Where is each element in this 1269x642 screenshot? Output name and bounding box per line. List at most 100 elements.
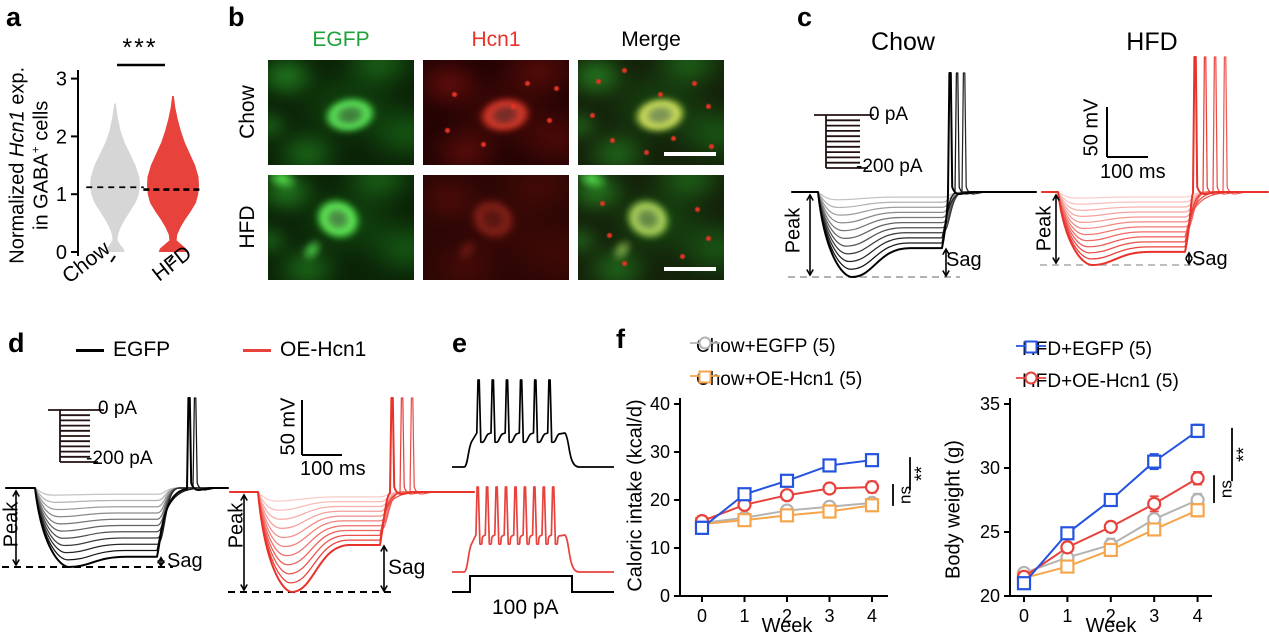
x-tick-label: 0 [1019, 606, 1029, 626]
column-label-hcn1: Hcn1 [471, 28, 521, 51]
significance-label: ns [1216, 480, 1235, 498]
data-point-square [694, 520, 710, 535]
red-puncta [510, 104, 516, 110]
data-point-circle [822, 481, 837, 496]
membrane-trace [5, 487, 229, 532]
membrane-trace [791, 191, 1037, 209]
ylabel-sup: + [28, 146, 43, 154]
legend-marker-chow-egfp [690, 336, 720, 350]
y-tick-label: 40 [650, 394, 670, 414]
data-point-circle [1190, 471, 1205, 486]
body-weight-x-label: Week [1085, 615, 1137, 637]
membrane-trace [229, 491, 475, 502]
ylabel-text2: exp. [6, 66, 29, 111]
x-tick-label: 4 [867, 606, 877, 626]
micrograph-chow-merge [578, 60, 724, 165]
y-tick-label: 20 [980, 586, 1000, 606]
legend-marker-chow-oehcn1 [690, 370, 720, 384]
row-label-chow: Chow [235, 85, 259, 139]
legend-circle [1024, 371, 1038, 385]
inset-minus200pa-label: -200 pA [856, 156, 923, 177]
x-tick [110, 255, 116, 263]
red-puncta [444, 128, 450, 134]
significance-label: ns [895, 486, 914, 504]
membrane-trace [229, 491, 475, 511]
panel-e-label: e [452, 328, 468, 358]
data-point-square [1190, 503, 1205, 518]
membrane-trace [791, 191, 1037, 216]
sag-label-egfp: Sag [167, 550, 203, 572]
x-tick-label: 4 [1193, 606, 1203, 626]
x-tick-label: 2 [782, 606, 792, 626]
body-weight-chart: 20 25 30 35 0 1 2 3 4 ns ** [980, 394, 1255, 626]
arrowhead [806, 193, 814, 201]
data-point-square [864, 453, 880, 468]
arrowhead [1052, 257, 1060, 265]
scale-bar [664, 152, 716, 156]
membrane-trace [1041, 191, 1269, 230]
membrane-trace [229, 491, 475, 557]
membrane-trace [1041, 56, 1269, 254]
x-tick-label: 2 [1106, 606, 1116, 626]
spike-train-plot [452, 379, 614, 593]
legend-marker-hfd-egfp [1016, 340, 1046, 354]
y-tick-label: 3 [56, 69, 67, 91]
current-pulse [452, 575, 614, 593]
legend-item-hfd-egfp: HFD+EGFP (5) [1016, 339, 1152, 361]
red-puncta [610, 137, 616, 143]
legend-item-chow-egfp: Chow+EGFP (5) [690, 336, 836, 358]
data-point-circle [779, 488, 795, 503]
arrowhead [240, 584, 248, 592]
data-point-square [1103, 542, 1118, 558]
trace-plot-oehcn1 [228, 397, 475, 593]
violin-hfd [147, 95, 199, 253]
data-point-square [822, 504, 837, 519]
sag-label-chow: Sag [946, 249, 982, 271]
scalebar-100ms-label: 100 ms [1100, 161, 1166, 183]
x-tick-label: 0 [697, 606, 707, 626]
red-puncta [547, 117, 553, 123]
micrograph-hfd-egfp [268, 175, 414, 280]
arrowhead [806, 269, 814, 277]
legend-square [698, 370, 712, 384]
violin-plot: 0 1 2 3 [56, 63, 203, 264]
y-tick-label: 0 [56, 242, 67, 264]
row-label-hfd: HFD [235, 205, 259, 249]
trace-plot-chow [788, 72, 1037, 278]
red-puncta [671, 135, 677, 141]
scale-bar [664, 267, 716, 271]
micrograph-hfd-merge [578, 175, 724, 280]
inset-minus200pa-label-d: -200 pA [86, 448, 153, 469]
membrane-trace [229, 491, 475, 548]
y-tick-label: 20 [650, 490, 670, 510]
data-point-square [1147, 454, 1162, 469]
legend-label-egfp: EGFP [113, 338, 171, 361]
data-line [1023, 499, 1199, 574]
arrowhead [1185, 258, 1193, 266]
significance-stars: *** [122, 34, 158, 62]
arrowhead [1052, 193, 1060, 201]
membrane-trace [5, 397, 229, 561]
membrane-trace [791, 191, 1037, 255]
caloric-intake-chart: 0 10 20 30 40 0 1 2 3 4 ns ** [650, 394, 933, 626]
panel-c-title-chow: Chow [871, 28, 935, 56]
membrane-trace [229, 491, 475, 520]
x-tick-label: 1 [1062, 606, 1072, 626]
legend-label: Chow+EGFP (5) [696, 336, 836, 357]
significance-label: ** [1234, 447, 1255, 462]
arrowhead [157, 560, 165, 568]
pulse-label: 100 pA [492, 596, 559, 619]
red-puncta [599, 201, 605, 207]
column-label-egfp: EGFP [312, 28, 370, 51]
membrane-trace [1041, 56, 1269, 266]
red-puncta [621, 261, 627, 267]
data-point-square [737, 487, 752, 502]
x-tick-label: 1 [739, 606, 749, 626]
membrane-trace [791, 72, 1037, 278]
micrograph-chow-hcn1 [423, 60, 569, 165]
arrowhead [12, 489, 20, 497]
data-point-circle [1060, 540, 1075, 555]
red-puncta [680, 253, 686, 259]
data-point-square [1016, 576, 1032, 591]
